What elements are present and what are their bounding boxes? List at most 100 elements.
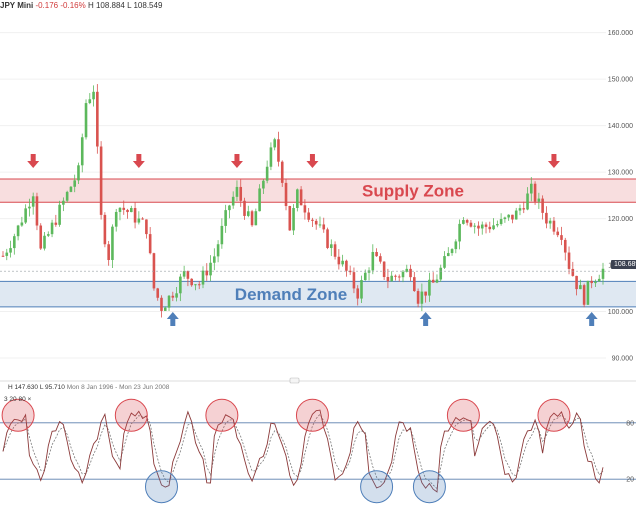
candle-body xyxy=(571,268,575,276)
candle-body xyxy=(413,277,416,292)
indicator-settings[interactable]: 3 20 80 × xyxy=(4,396,31,403)
candle-body xyxy=(62,200,65,205)
candle-body xyxy=(431,279,435,283)
candle-body xyxy=(601,268,605,279)
candle-body xyxy=(186,271,190,279)
candle-body xyxy=(80,137,84,166)
candle-body xyxy=(582,285,586,305)
y-tick-label: 160.000 xyxy=(608,30,633,37)
candle-body xyxy=(224,210,227,226)
candle-body xyxy=(428,279,431,296)
candle-body xyxy=(152,253,156,289)
overbought-circle xyxy=(114,398,148,432)
candle-body xyxy=(492,225,495,230)
candle-body xyxy=(435,279,439,283)
candle-body xyxy=(337,256,341,265)
candle-body xyxy=(201,270,205,285)
candle-body xyxy=(318,224,322,226)
candle-body xyxy=(552,220,556,232)
candle-body xyxy=(563,239,567,253)
candle-body xyxy=(273,139,276,148)
candle-body xyxy=(454,241,458,250)
candle-body xyxy=(473,225,476,227)
indicator-high: H 147.630 xyxy=(8,384,38,391)
candle-body xyxy=(514,210,518,220)
symbol-name[interactable]: JPY Mini xyxy=(0,1,34,10)
supply-arrow-icon xyxy=(230,154,243,168)
candle-body xyxy=(99,146,103,215)
candle-body xyxy=(424,291,427,296)
candle-body xyxy=(288,206,292,231)
candle-body xyxy=(107,244,110,261)
zone-band xyxy=(0,179,636,203)
indicator-info: H 147.630 L 95.710 Mon 8 Jan 1996 - Mon … xyxy=(8,384,169,391)
candle-body xyxy=(352,272,356,289)
candle-body xyxy=(265,166,269,181)
candle-body xyxy=(579,285,582,290)
candle-body xyxy=(163,307,167,311)
candle-body xyxy=(511,214,514,220)
candle-body xyxy=(484,224,488,227)
candle-body xyxy=(480,224,484,229)
candle-body xyxy=(299,189,303,206)
candle-body xyxy=(122,207,126,210)
candle-body xyxy=(114,211,118,227)
candle-body xyxy=(231,196,235,206)
candle-body xyxy=(28,206,31,209)
candle-body xyxy=(262,180,265,189)
indicator-params: 3 20 80 xyxy=(4,396,26,403)
candle-body xyxy=(16,225,20,237)
candle-body xyxy=(209,262,212,276)
candle-body xyxy=(356,288,360,299)
candle-body xyxy=(382,261,386,278)
candle-body xyxy=(390,275,393,282)
y-tick-label: 100.000 xyxy=(608,309,633,316)
candle-body xyxy=(405,268,409,272)
candle-body xyxy=(250,211,254,226)
candle-body xyxy=(379,256,382,262)
y-tick-label: 130.000 xyxy=(608,170,633,177)
candle-body xyxy=(530,183,533,194)
indicator-low: L 95.710 xyxy=(39,384,65,391)
zones-layer: Supply Zone Demand Zone xyxy=(0,178,636,308)
candle-body xyxy=(333,244,337,257)
candle-body xyxy=(311,219,314,221)
candle-body xyxy=(533,183,537,202)
markers-layer xyxy=(0,154,610,326)
candle-body xyxy=(84,103,88,138)
candle-body xyxy=(450,249,454,254)
candle-body xyxy=(409,268,412,278)
candle-body xyxy=(537,198,541,202)
candle-body xyxy=(499,219,503,225)
candle-body xyxy=(197,284,201,286)
panel-resize-handle xyxy=(289,377,300,384)
supply-zone-label: Supply Zone xyxy=(362,182,464,201)
candle-body xyxy=(24,208,27,223)
candle-body xyxy=(167,295,171,308)
close-icon[interactable]: × xyxy=(27,396,32,403)
candle-body xyxy=(518,208,522,211)
demand-arrow-icon xyxy=(585,312,598,326)
oscillator-tick-label: 80 xyxy=(626,420,634,427)
candle-body xyxy=(190,278,193,286)
candle-body xyxy=(586,280,590,305)
candle-body xyxy=(269,147,273,167)
candle-body xyxy=(205,270,209,276)
supply-arrow-icon xyxy=(132,154,145,168)
candle-body xyxy=(175,293,178,298)
chart-grid xyxy=(0,32,606,359)
oversold-circle xyxy=(360,470,394,504)
candle-body xyxy=(284,182,288,207)
candle-body xyxy=(228,205,231,211)
candle-body xyxy=(69,186,73,192)
candle-body xyxy=(1,255,5,257)
candle-body xyxy=(171,295,175,298)
candle-body xyxy=(401,271,405,278)
candle-body xyxy=(488,226,492,230)
candle-body xyxy=(296,189,299,209)
price-change: -0.176 xyxy=(35,1,59,10)
candle-body xyxy=(477,225,480,229)
oversold-circle xyxy=(412,470,446,504)
y-tick-label: 120.000 xyxy=(608,216,633,223)
